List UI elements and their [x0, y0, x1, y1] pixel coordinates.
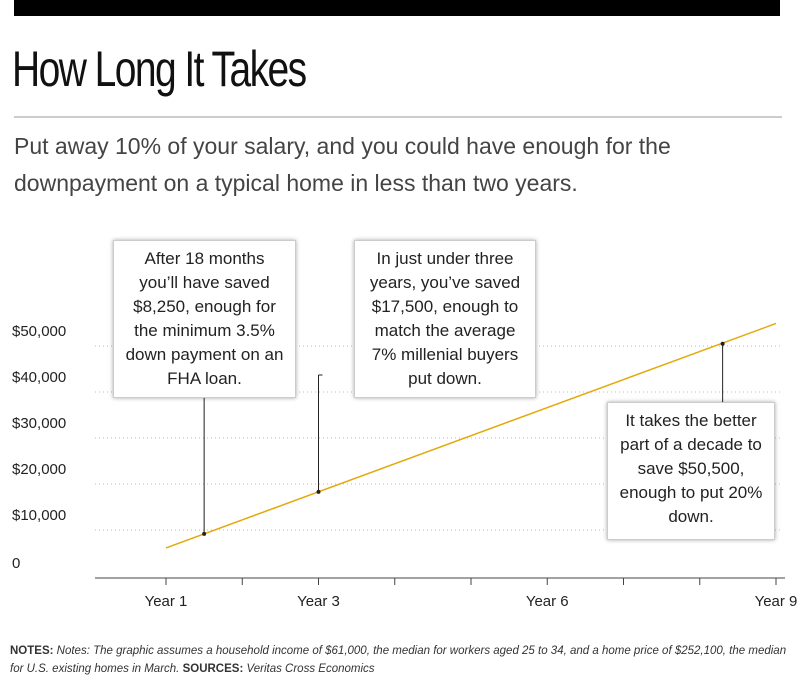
annotation-point	[316, 489, 321, 494]
annotation: It takes the better part of a decade to …	[607, 402, 775, 540]
notes-label: NOTES:	[10, 645, 54, 657]
sources-label: SOURCES:	[182, 663, 244, 675]
sources-text: Veritas Cross Economics	[246, 663, 375, 675]
series-line	[165, 322, 777, 549]
top-bar	[14, 0, 780, 16]
x-tick-label: Year 3	[297, 593, 340, 610]
x-tick-label: Year 9	[755, 593, 798, 610]
y-tick-label: $50,000	[12, 323, 66, 340]
x-tick-label: Year 1	[145, 593, 188, 610]
y-tick-label: $40,000	[12, 369, 66, 386]
y-tick-label: 0	[12, 555, 20, 572]
chart-title: How Long It Takes	[12, 41, 307, 97]
annotation-point	[720, 341, 725, 346]
subtitle: Put away 10% of your salary, and you cou…	[14, 133, 671, 196]
annotation: After 18 months you’ll have saved $8,250…	[113, 240, 296, 398]
notes: NOTES: Notes: The graphic assumes a hous…	[10, 642, 790, 678]
x-tick-label: Year 6	[526, 593, 569, 610]
y-tick-label: $20,000	[12, 461, 66, 478]
notes-text: Notes: The graphic assumes a household i…	[10, 645, 787, 675]
annotation: In just under three years, you’ve saved …	[354, 240, 536, 398]
annotation-point	[202, 531, 207, 536]
y-tick-label: $10,000	[12, 507, 66, 524]
y-tick-label: $30,000	[12, 415, 66, 432]
